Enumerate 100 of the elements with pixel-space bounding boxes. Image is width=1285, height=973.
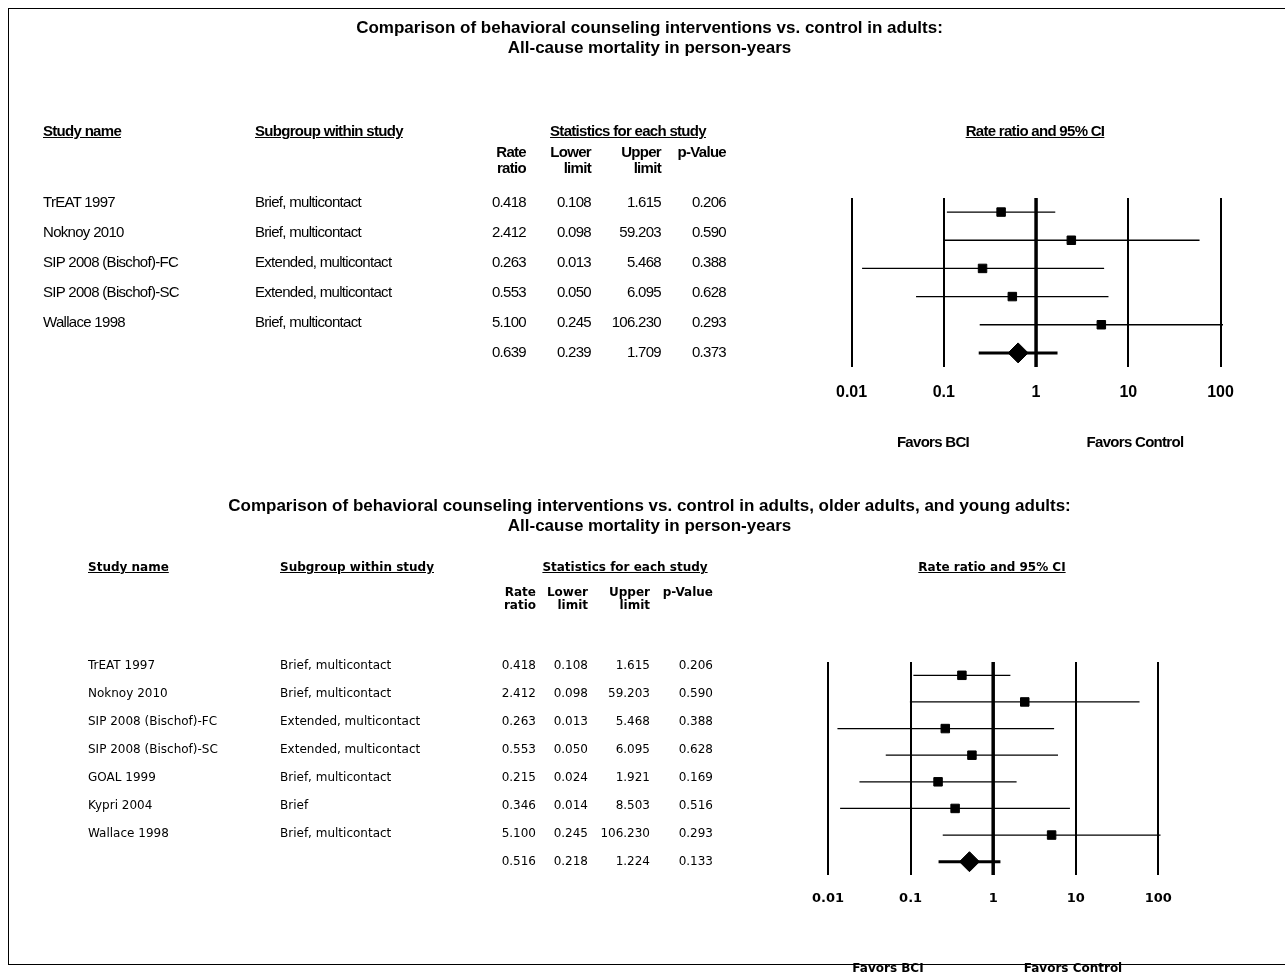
- x-tick-label: 10: [1066, 890, 1085, 906]
- x-axis-title: Rate ratio and 95% CI: [917, 560, 1067, 574]
- text: 0.516: [501, 853, 536, 868]
- text: 2.412: [491, 223, 526, 240]
- text: p-Value: [662, 585, 713, 599]
- text: 0.206: [678, 657, 713, 672]
- category-label: SIP 2008 (Bischof)-FC: [43, 253, 179, 270]
- text: 59.203: [608, 685, 650, 700]
- text: Subgroup within study: [255, 122, 403, 139]
- text: 0.245: [556, 313, 591, 330]
- text: 0.215: [501, 769, 536, 784]
- text: 0.628: [691, 283, 726, 300]
- text: 0.293: [691, 313, 726, 330]
- text: 0.628: [678, 741, 713, 756]
- text: 0.418: [501, 657, 536, 672]
- text: Upper limit: [608, 585, 650, 612]
- text: p-Value: [677, 143, 726, 160]
- text: 8.503: [615, 797, 650, 812]
- text: 0.346: [501, 797, 536, 812]
- y2-tick-label: Extended, multicontact: [280, 713, 421, 728]
- text: 1.615: [626, 193, 661, 210]
- text: Statistics for each study: [541, 560, 709, 574]
- text: 0.418: [491, 193, 526, 210]
- text: Rate ratio: [502, 585, 536, 612]
- text: 1.615: [615, 657, 650, 672]
- text: 5.468: [626, 253, 661, 270]
- x-tick-label: 0.01: [812, 890, 845, 906]
- category-label: SIP 2008 (Bischof)-SC: [88, 741, 218, 756]
- text: 1.921: [615, 769, 650, 784]
- text: 2.412: [501, 685, 536, 700]
- text: 5.100: [501, 825, 536, 840]
- y2-tick-label: Brief, multicontact: [255, 223, 361, 240]
- text: Rate ratio: [495, 143, 526, 176]
- x-tick-label: 100: [1207, 383, 1234, 401]
- text: 0.590: [678, 685, 713, 700]
- y2-tick-label: Brief, multicontact: [280, 685, 392, 700]
- text: 0.263: [501, 713, 536, 728]
- text: 106.230: [600, 825, 650, 840]
- category-label: Noknoy 2010: [88, 685, 168, 700]
- y2-tick-label: Brief: [280, 797, 309, 812]
- text: Comparison of behavioral counseling interventions vs. control in adults, older adults, and young adults: All-cause mortality in person-years: [227, 496, 1072, 537]
- category-label: SIP 2008 (Bischof)-SC: [43, 283, 179, 300]
- x-tick-label: 0.1: [932, 383, 956, 401]
- text: Comparison of behavioral counseling interventions vs. control in adults: All-cause mortality in person-years: [355, 18, 944, 59]
- text: Favors Control: [1085, 433, 1185, 450]
- text: 6.095: [626, 283, 661, 300]
- text: 0.553: [501, 741, 536, 756]
- category-label: TrEAT 1997: [43, 193, 115, 210]
- text: 1.709: [626, 343, 661, 360]
- text: 0.388: [678, 713, 713, 728]
- text: 0.050: [556, 283, 591, 300]
- text: 0.133: [678, 853, 713, 868]
- text: 0.169: [678, 769, 713, 784]
- text: Subgroup within study: [280, 560, 434, 574]
- y2-tick-label: Brief, multicontact: [280, 825, 392, 840]
- category-label: TrEAT 1997: [88, 657, 156, 672]
- text: 0.013: [553, 713, 588, 728]
- text: 6.095: [615, 741, 650, 756]
- text: Study name: [88, 560, 169, 574]
- x-tick-label: 10: [1119, 383, 1138, 401]
- y2-tick-label: Brief, multicontact: [280, 657, 392, 672]
- text: Upper limit: [620, 143, 661, 176]
- y2-tick-label: Extended, multicontact: [255, 283, 392, 300]
- y2-tick-label: Brief, multicontact: [280, 769, 392, 784]
- category-label: Wallace 1998: [43, 313, 125, 330]
- text: 0.590: [691, 223, 726, 240]
- text: 0.263: [491, 253, 526, 270]
- y2-tick-label: Extended, multicontact: [280, 741, 421, 756]
- x-tick-label: 1: [988, 890, 998, 906]
- text: 0.013: [556, 253, 591, 270]
- text: Lower limit: [549, 143, 591, 176]
- x-axis-title: Rate ratio and 95% CI: [964, 122, 1106, 139]
- text: 1.224: [615, 853, 650, 868]
- text: 59.203: [619, 223, 661, 240]
- x-tick-label: 100: [1144, 890, 1172, 906]
- text: Statistics for each study: [549, 122, 708, 139]
- text: 106.230: [611, 313, 661, 330]
- text: 0.239: [556, 343, 591, 360]
- text: 5.100: [491, 313, 526, 330]
- y2-tick-label: Brief, multicontact: [255, 193, 361, 210]
- x-tick-label: 0.1: [899, 890, 923, 906]
- text: 0.373: [691, 343, 726, 360]
- text: Favors BCI: [895, 433, 971, 450]
- y2-tick-label: Brief, multicontact: [255, 313, 361, 330]
- y2-tick-label: Extended, multicontact: [255, 253, 392, 270]
- category-label: Kypri 2004: [88, 797, 153, 812]
- text: 0.388: [691, 253, 726, 270]
- text: 0.553: [491, 283, 526, 300]
- x-tick-label: 0.01: [836, 383, 868, 401]
- text: 0.098: [553, 685, 588, 700]
- category-label: GOAL 1999: [88, 769, 156, 784]
- text: Lower limit: [545, 585, 588, 612]
- text: 0.516: [678, 797, 713, 812]
- text: 0.050: [553, 741, 588, 756]
- text: 0.206: [691, 193, 726, 210]
- text: 0.024: [553, 769, 588, 784]
- category-label: SIP 2008 (Bischof)-FC: [88, 713, 218, 728]
- category-label: Wallace 1998: [88, 825, 169, 840]
- text: Study name: [43, 122, 122, 139]
- text: 0.293: [678, 825, 713, 840]
